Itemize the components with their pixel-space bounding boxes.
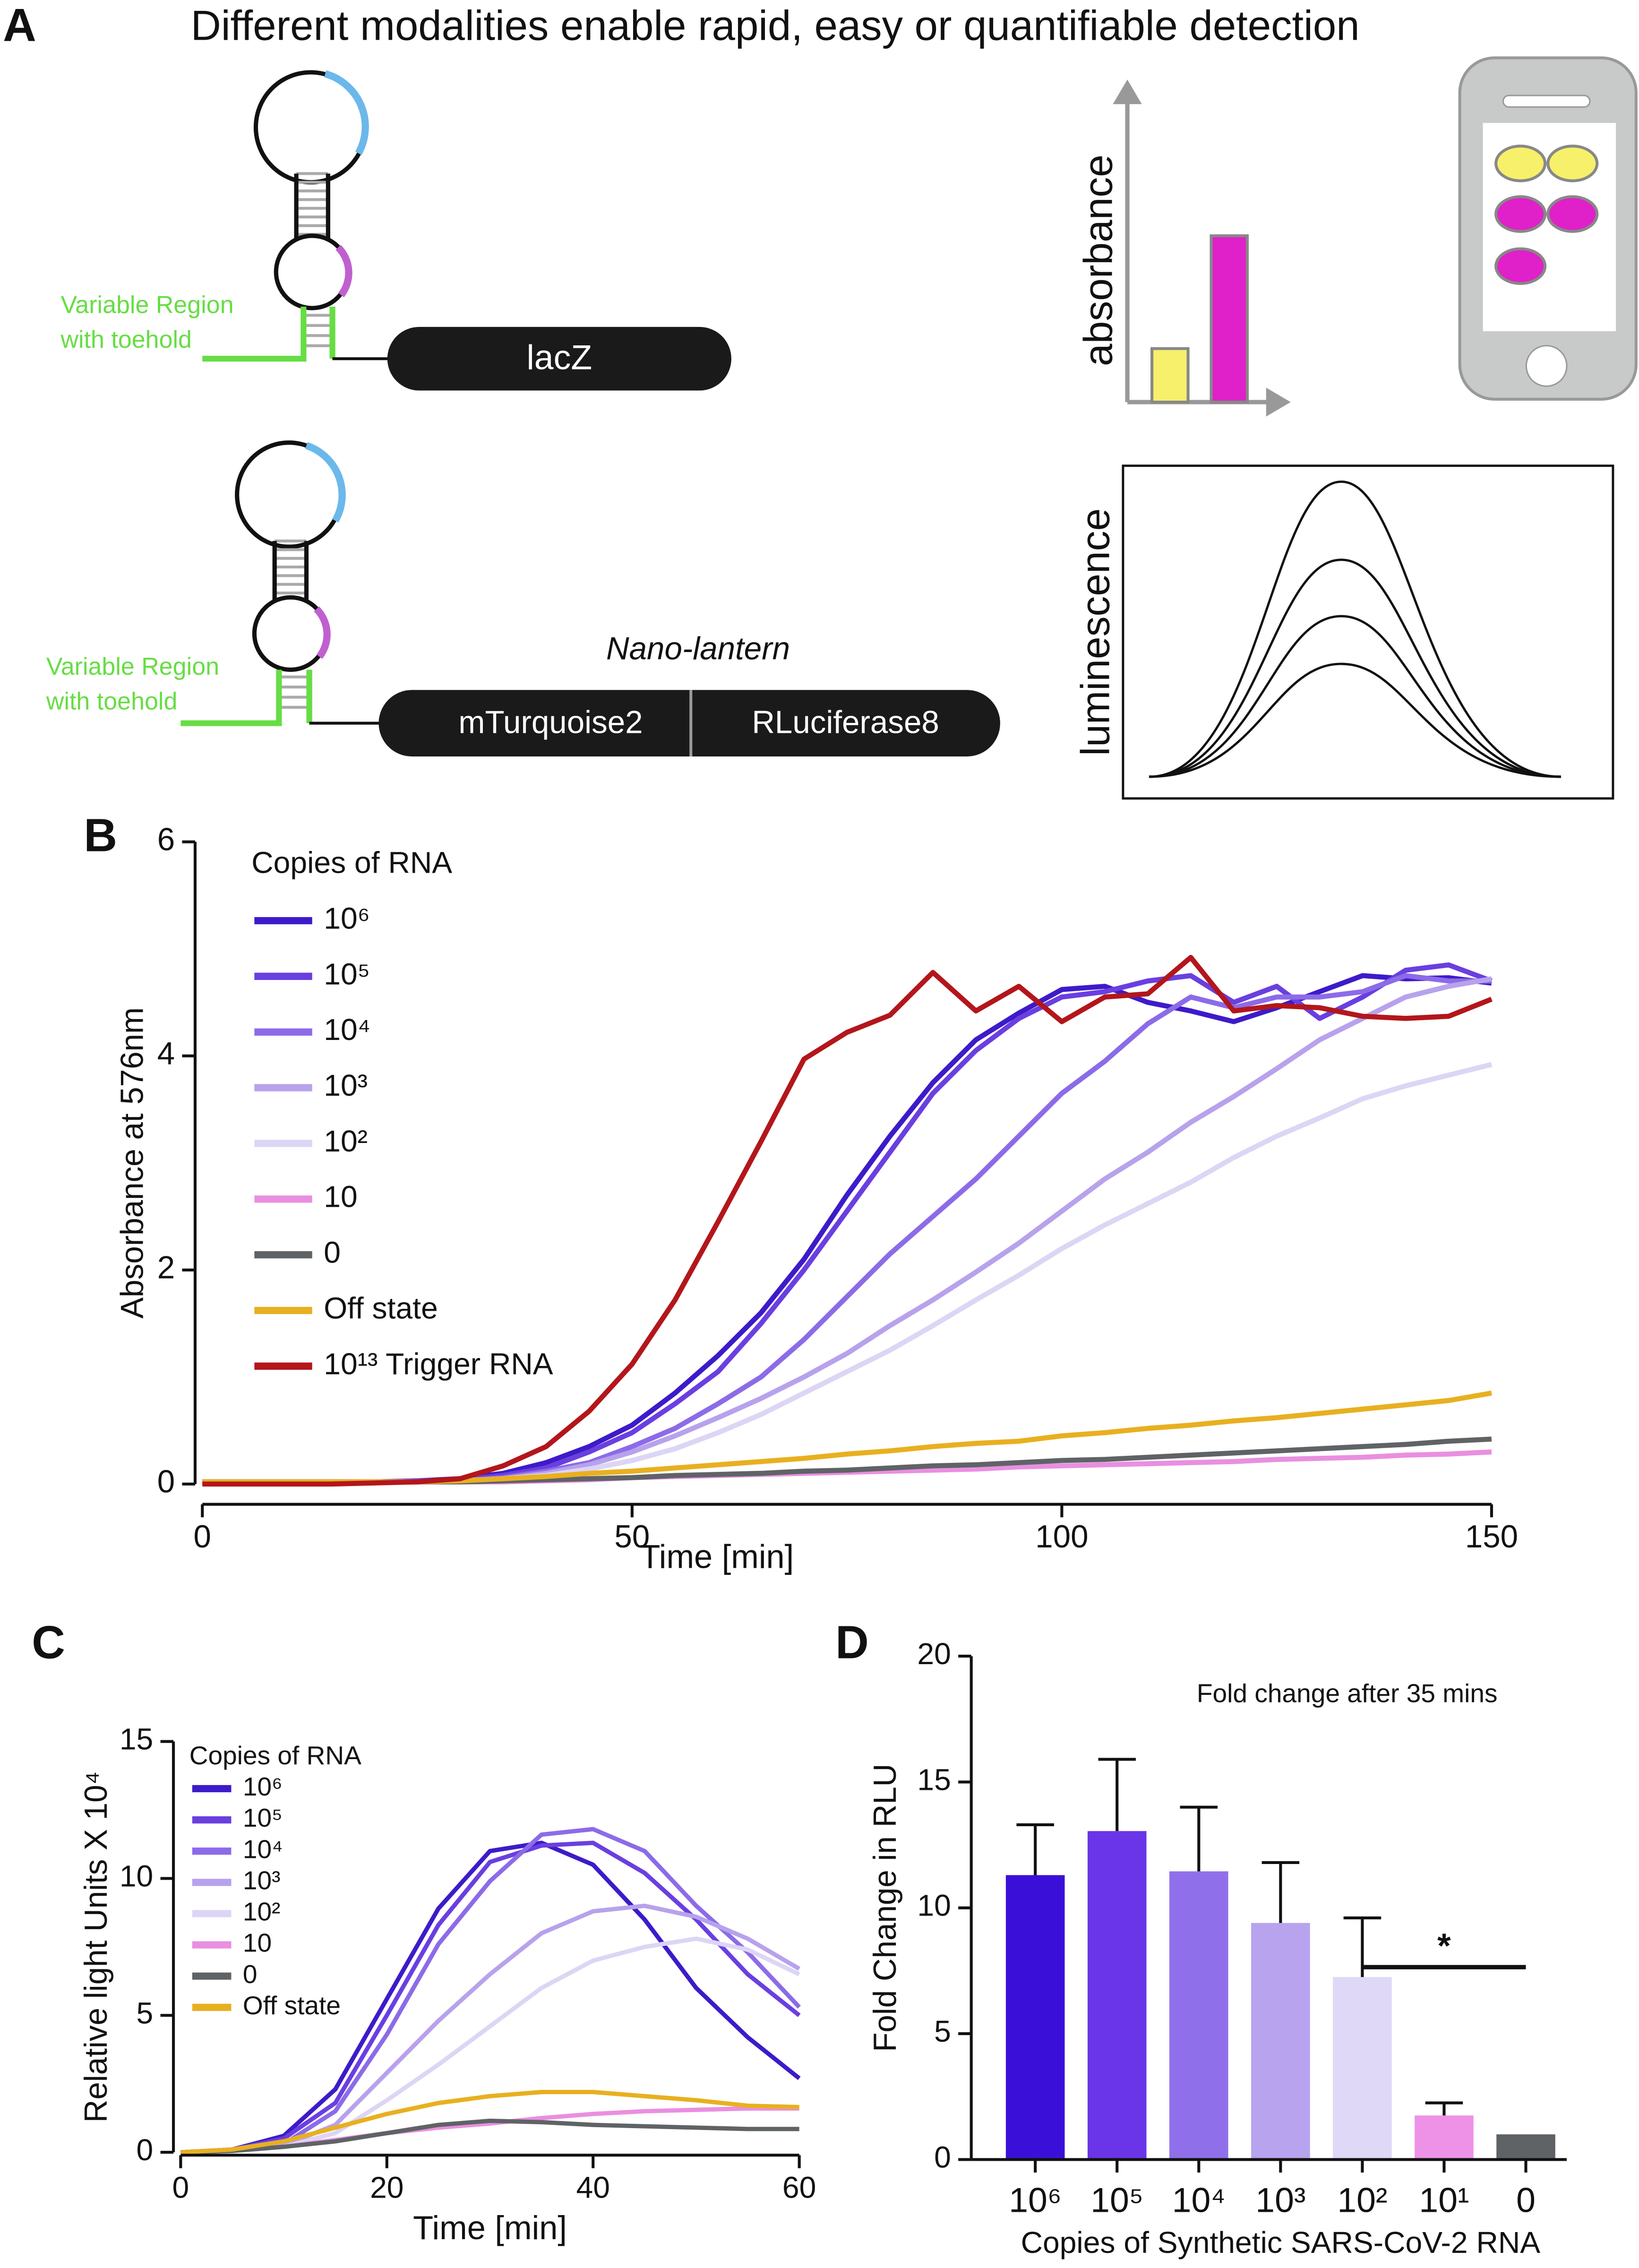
luminescence-schematic [1122, 464, 1614, 800]
x-tick-label: 20 [370, 2171, 403, 2205]
region-label: with toehold [46, 687, 178, 715]
bar [1415, 2115, 1474, 2160]
error-bar [1180, 1805, 1218, 1872]
y-tick-label: 2 [157, 1250, 175, 1286]
x-tick-label: 10¹ [1419, 2181, 1469, 2220]
readout-label: luminescence [1073, 508, 1118, 756]
series-line [202, 976, 1492, 1485]
legend-label: Off state [243, 1991, 341, 2020]
legend-label: 10² [243, 1897, 281, 1926]
bar [1087, 1831, 1147, 2160]
y-tick-label: 15 [917, 1762, 951, 1796]
panel-label: B [84, 809, 117, 861]
absorbance-schematic [1113, 79, 1291, 417]
y-tick-label: 0 [934, 2140, 951, 2174]
series-line [202, 962, 1493, 1485]
x-axis-label: Time [min] [640, 1538, 794, 1575]
legend-label: 10 [324, 1180, 357, 1214]
y-tick-label: 10 [917, 1889, 951, 1923]
x-tick-label: 100 [1035, 1519, 1088, 1555]
bar [1496, 2134, 1555, 2160]
x-axis-label: Time [min] [413, 2209, 567, 2246]
error-bar [1343, 1916, 1382, 1977]
legend-label: 0 [243, 1959, 257, 1989]
x-tick-label: 10⁵ [1090, 2181, 1143, 2220]
legend-label: 10⁵ [324, 957, 370, 991]
readout-label: absorbance [1076, 155, 1121, 366]
x-tick-label: 0 [1516, 2181, 1536, 2220]
panel-label: C [32, 1616, 65, 1668]
construct-name: Nano-lantern [606, 631, 790, 666]
reporter-label: lacZ [527, 338, 592, 377]
panel-title: Different modalities enable rapid, easy … [191, 2, 1360, 49]
series-line [202, 954, 1493, 1487]
y-tick-label: 0 [157, 1464, 175, 1500]
y-tick-label: 10 [120, 1859, 153, 1893]
x-tick-label: 150 [1465, 1519, 1518, 1555]
legend-label: 10² [324, 1124, 368, 1158]
bar [1169, 1871, 1228, 2160]
y-tick-label: 20 [917, 1637, 951, 1671]
legend-label: 10⁵ [243, 1803, 283, 1832]
annotation: Fold change after 35 mins [1197, 1678, 1498, 1708]
reporter-label: RLuciferase8 [752, 704, 939, 740]
legend-label: 10⁶ [324, 901, 370, 935]
legend-label: 10 [243, 1928, 272, 1958]
x-tick-label: 60 [782, 2171, 816, 2205]
series-line [180, 2090, 799, 2155]
hairpin-2 [180, 440, 1000, 757]
y-tick-label: 6 [157, 822, 175, 857]
series-line [180, 1840, 801, 2155]
legend-label: 10¹³ Trigger RNA [324, 1347, 553, 1381]
x-tick-label: 10² [1337, 2181, 1387, 2220]
error-bar [1261, 1861, 1300, 1923]
significance-label: * [1437, 1926, 1451, 1965]
x-tick-label: 10⁶ [1009, 2181, 1062, 2220]
legend-title: Copies of RNA [251, 846, 452, 880]
legend-title: Copies of RNA [189, 1741, 361, 1770]
y-tick-label: 5 [934, 2014, 951, 2048]
phone-icon [1458, 56, 1638, 401]
bar [1333, 1977, 1392, 2160]
error-bar [1016, 1823, 1054, 1875]
legend-label: 10⁶ [243, 1772, 283, 1801]
error-bar [1098, 1758, 1136, 1831]
x-tick-label: 10⁴ [1172, 2181, 1226, 2220]
hairpin-1 [202, 70, 731, 391]
bar [1251, 1923, 1310, 2160]
legend-label: Off state [324, 1291, 438, 1325]
legend-label: 10⁴ [243, 1834, 283, 1864]
y-axis-label: Fold Change in RLU [867, 1764, 903, 2052]
panel-label: A [3, 0, 36, 51]
x-tick-label: 40 [576, 2171, 610, 2205]
region-label: Variable Region [46, 653, 219, 680]
y-tick-label: 5 [137, 1996, 154, 2030]
x-axis-label: Copies of Synthetic SARS-CoV-2 RNA [1021, 2225, 1541, 2259]
y-tick-label: 15 [120, 1722, 153, 1756]
x-tick-label: 10³ [1255, 2181, 1305, 2220]
y-axis-label: Absorbance at 576nm [114, 1007, 150, 1319]
bar [1005, 1875, 1065, 2160]
y-tick-label: 4 [157, 1036, 175, 1071]
x-tick-label: 0 [194, 1519, 211, 1555]
legend-label: 10³ [243, 1865, 281, 1895]
legend-label: 10³ [324, 1068, 368, 1102]
y-axis-label: Relative light Units X 10⁴ [78, 1771, 114, 2123]
error-bar [1425, 2101, 1463, 2116]
panel-label: D [835, 1616, 869, 1668]
legend-label: 0 [324, 1236, 341, 1270]
x-tick-label: 0 [172, 2171, 189, 2205]
region-label: Variable Region [60, 292, 233, 319]
series-line [180, 1840, 801, 2155]
reporter-label: mTurquoise2 [458, 704, 643, 740]
series-line [180, 2118, 799, 2155]
x-tick-label: 50 [614, 1519, 650, 1555]
region-label: with toehold [60, 326, 192, 353]
y-tick-label: 0 [137, 2133, 154, 2167]
legend-label: 10⁴ [324, 1013, 370, 1047]
series-line [202, 1062, 1493, 1485]
